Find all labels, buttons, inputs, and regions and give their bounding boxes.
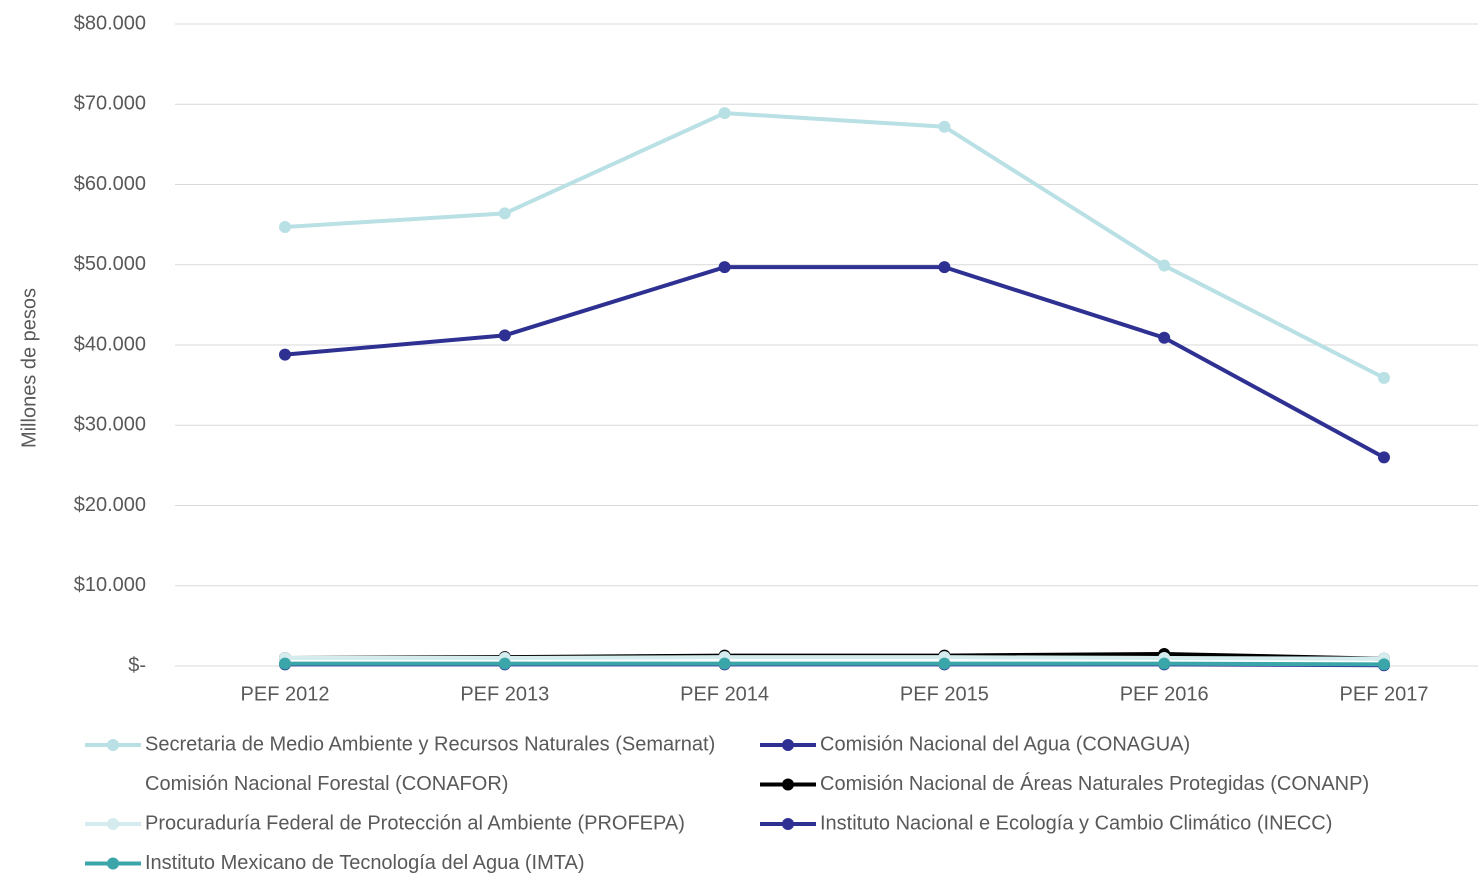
y-tick-label: $20.000: [74, 494, 146, 516]
data-point: [498, 604, 511, 617]
data-point: [498, 657, 511, 670]
legend-marker: [782, 818, 794, 830]
data-point: [1158, 657, 1171, 670]
series-line: [285, 661, 1385, 667]
legend-label: Instituto Mexicano de Tecnología del Agu…: [145, 852, 585, 874]
legend-label: Comisión Nacional del Agua (CONAGUA): [820, 733, 1190, 755]
legend-label: Instituto Nacional e Ecología y Cambio C…: [820, 812, 1332, 834]
y-axis-label: Millones de pesos: [18, 288, 40, 448]
x-tick-label: PEF 2016: [1120, 683, 1209, 705]
y-tick-label: $-: [128, 654, 146, 676]
data-point: [938, 120, 951, 133]
y-tick-label: $10.000: [74, 574, 146, 596]
x-tick-label: PEF 2015: [900, 683, 989, 705]
series-line: [284, 111, 1385, 380]
data-point: [279, 348, 291, 361]
data-point: [938, 657, 951, 670]
y-tick-label: $40.000: [74, 333, 146, 355]
data-point: [718, 596, 731, 609]
x-tick-label: PEF 2013: [460, 683, 549, 705]
y-tick-label: $80.000: [74, 12, 146, 34]
y-tick-label: $70.000: [74, 93, 146, 115]
data-point: [718, 657, 731, 670]
x-tick-label: PEF 2014: [680, 683, 769, 705]
data-point: [498, 207, 511, 220]
legend-marker: [782, 778, 794, 791]
legend-marker: [782, 739, 794, 751]
data-point: [1158, 259, 1171, 272]
legend-marker: [107, 778, 119, 791]
data-point: [279, 221, 291, 234]
data-point: [1378, 621, 1390, 634]
legend-label: Comisión Nacional Forestal (CONAFOR): [145, 773, 508, 795]
legend-marker: [107, 857, 119, 870]
data-point: [1378, 371, 1390, 384]
data-point: [1158, 331, 1171, 344]
data-point: [718, 261, 731, 274]
series-line: [285, 655, 1385, 661]
data-point: [1158, 607, 1171, 620]
y-tick-label: $30.000: [74, 414, 146, 436]
data-point: [279, 611, 291, 624]
x-tick-label: PEF 2012: [241, 683, 330, 705]
legend-label: Comisión Nacional de Áreas Naturales Pro…: [820, 772, 1369, 795]
x-tick-label: PEF 2017: [1340, 683, 1429, 705]
y-tick-label: $50.000: [74, 253, 146, 275]
data-point: [718, 107, 731, 120]
data-point: [1378, 451, 1390, 464]
series-line: [284, 600, 1385, 630]
data-point: [938, 261, 951, 274]
series-line: [284, 265, 1385, 460]
legend-marker: [107, 739, 119, 751]
y-tick-label: $60.000: [74, 173, 146, 195]
legend-label: Secretaria de Medio Ambiente y Recursos …: [145, 733, 715, 755]
data-point: [279, 657, 291, 670]
data-point: [1378, 658, 1390, 671]
legend-label: Procuraduría Federal de Protección al Am…: [145, 812, 685, 834]
data-point: [938, 598, 951, 611]
data-point: [498, 329, 511, 342]
legend-marker: [107, 818, 119, 830]
